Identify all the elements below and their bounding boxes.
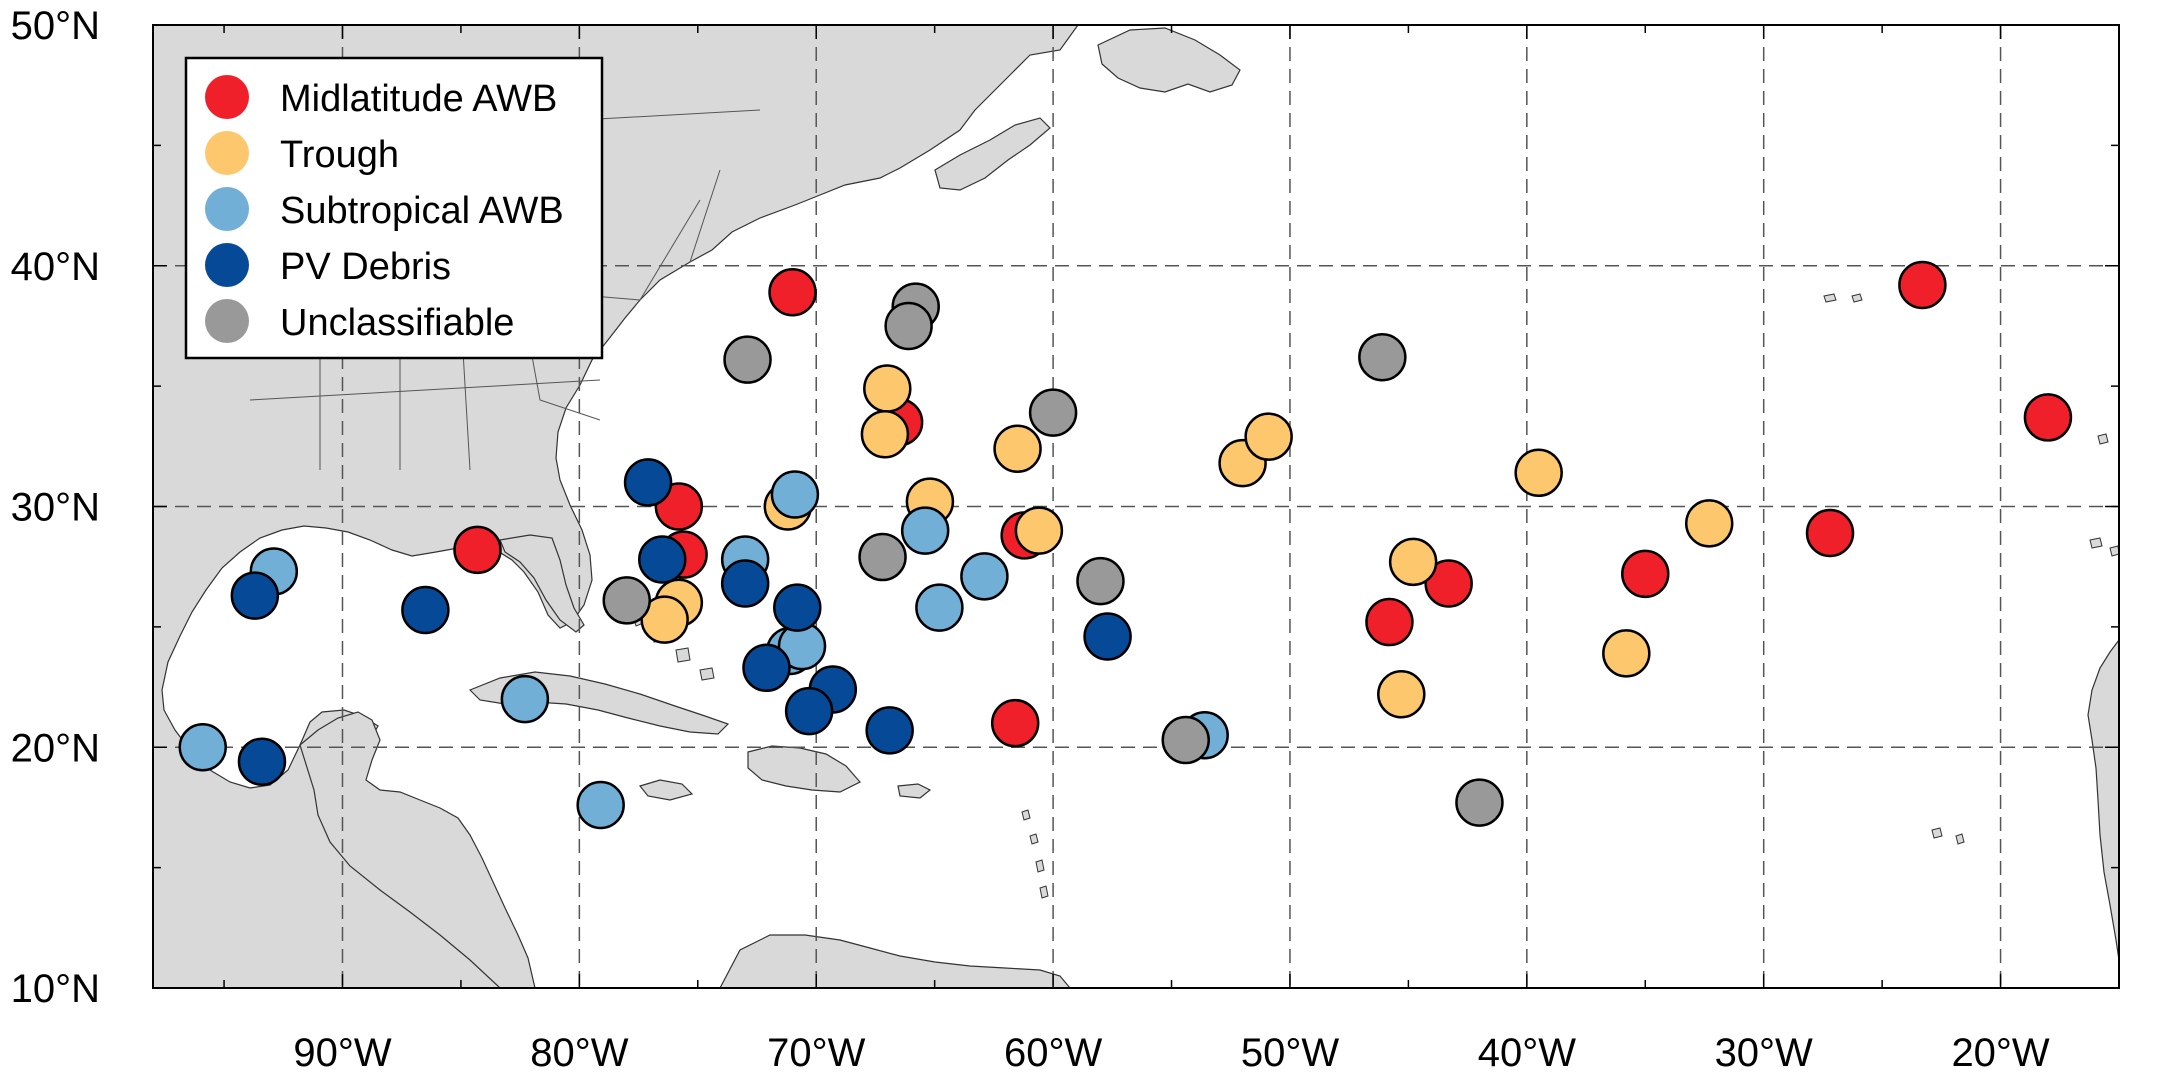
land-jamaica [638, 779, 694, 801]
land-atlantic-islands [1823, 293, 2119, 845]
point-pv-debris [784, 686, 834, 736]
land-south-america [719, 934, 1071, 988]
point-unclassifiable [1028, 388, 1078, 437]
point-midlatitude-awb [1898, 260, 1947, 310]
point-pv-debris [623, 458, 673, 507]
point-trough [860, 410, 910, 459]
point-pv-debris [773, 583, 822, 632]
lon-tick-label: 70°W [767, 1031, 865, 1075]
point-unclassifiable [602, 576, 651, 625]
lon-tick-label: 20°W [1951, 1031, 2049, 1075]
point-trough [640, 595, 689, 644]
point-unclassifiable [858, 532, 907, 582]
point-midlatitude-awb [1365, 597, 1414, 647]
legend-marker-trough [205, 131, 249, 175]
point-midlatitude-awb [1621, 549, 1670, 599]
land-puerto-rico [897, 783, 932, 799]
gridlines [153, 25, 2119, 988]
lat-tick-label: 10°N [11, 967, 100, 1011]
point-trough [1388, 537, 1438, 587]
axis-ticks: 90°W 80°W 70°W 60°W 50°W 40°W 30°W 20°W 50°N 40°N… [11, 4, 2120, 1075]
point-subtropical-awb [915, 583, 964, 632]
legend: Midlatitude AWB Trough Subtropical AWB PV D… [184, 56, 604, 360]
land-africa [2087, 639, 2119, 961]
point-pv-debris [742, 643, 791, 693]
point-trough [1684, 499, 1734, 548]
point-trough [863, 364, 912, 413]
point-subtropical-awb [900, 506, 950, 555]
point-trough [1377, 670, 1426, 719]
lon-tick-label: 80°W [530, 1031, 628, 1075]
data-points [178, 260, 2073, 830]
lon-tick-label: 90°W [293, 1031, 391, 1075]
point-unclassifiable [1076, 556, 1125, 606]
point-unclassifiable [1161, 715, 1210, 765]
lon-tick-label: 60°W [1004, 1031, 1102, 1075]
lat-tick-label: 20°N [11, 726, 100, 770]
point-midlatitude-awb [453, 525, 502, 575]
legend-box [184, 56, 604, 360]
point-midlatitude-awb [1424, 559, 1473, 608]
lon-tick-label: 30°W [1715, 1031, 1813, 1075]
point-unclassifiable [1358, 332, 1407, 382]
legend-label-subtropical-awb: Subtropical AWB [280, 190, 564, 232]
point-midlatitude-awb [768, 267, 817, 317]
lat-tick-label: 40°N [11, 245, 100, 289]
point-pv-debris [638, 535, 687, 584]
point-pv-debris [1083, 612, 1132, 661]
point-pv-debris [237, 737, 287, 786]
lon-tick-label: 40°W [1478, 1031, 1576, 1075]
point-trough [993, 424, 1042, 473]
legend-marker-subtropical-awb [205, 187, 249, 231]
point-midlatitude-awb [1805, 508, 1855, 558]
point-midlatitude-awb [2023, 393, 2073, 442]
land-lesser-antilles [1021, 809, 1049, 899]
point-unclassifiable [723, 335, 772, 384]
legend-label-midlatitude-awb: Midlatitude AWB [280, 78, 557, 120]
legend-label-pv-debris: PV Debris [280, 246, 451, 288]
point-trough [1514, 448, 1563, 498]
point-pv-debris [865, 706, 914, 755]
legend-marker-pv-debris [205, 243, 249, 287]
point-unclassifiable [884, 301, 933, 351]
point-subtropical-awb [178, 723, 227, 772]
point-trough [1244, 412, 1293, 461]
point-pv-debris [720, 559, 770, 608]
point-unclassifiable [1455, 778, 1504, 827]
point-trough [1602, 629, 1651, 678]
point-midlatitude-awb [990, 698, 1040, 748]
lat-tick-label: 50°N [11, 4, 100, 48]
point-pv-debris [230, 571, 280, 620]
land-nova-scotia [934, 117, 1051, 191]
legend-label-trough: Trough [280, 134, 399, 176]
legend-marker-midlatitude-awb [205, 75, 249, 119]
legend-marker-unclassifiable [205, 299, 249, 343]
point-subtropical-awb [770, 470, 820, 519]
point-subtropical-awb [960, 552, 1009, 601]
point-pv-debris [401, 585, 450, 635]
land-central-america [299, 711, 536, 988]
point-subtropical-awb [500, 674, 550, 724]
point-trough [1014, 506, 1064, 555]
lat-tick-label: 30°N [11, 486, 100, 530]
legend-label-unclassifiable: Unclassifiable [280, 302, 514, 344]
point-subtropical-awb [576, 780, 625, 830]
land-newfoundland [1097, 27, 1241, 93]
lon-tick-label: 50°W [1241, 1031, 1339, 1075]
